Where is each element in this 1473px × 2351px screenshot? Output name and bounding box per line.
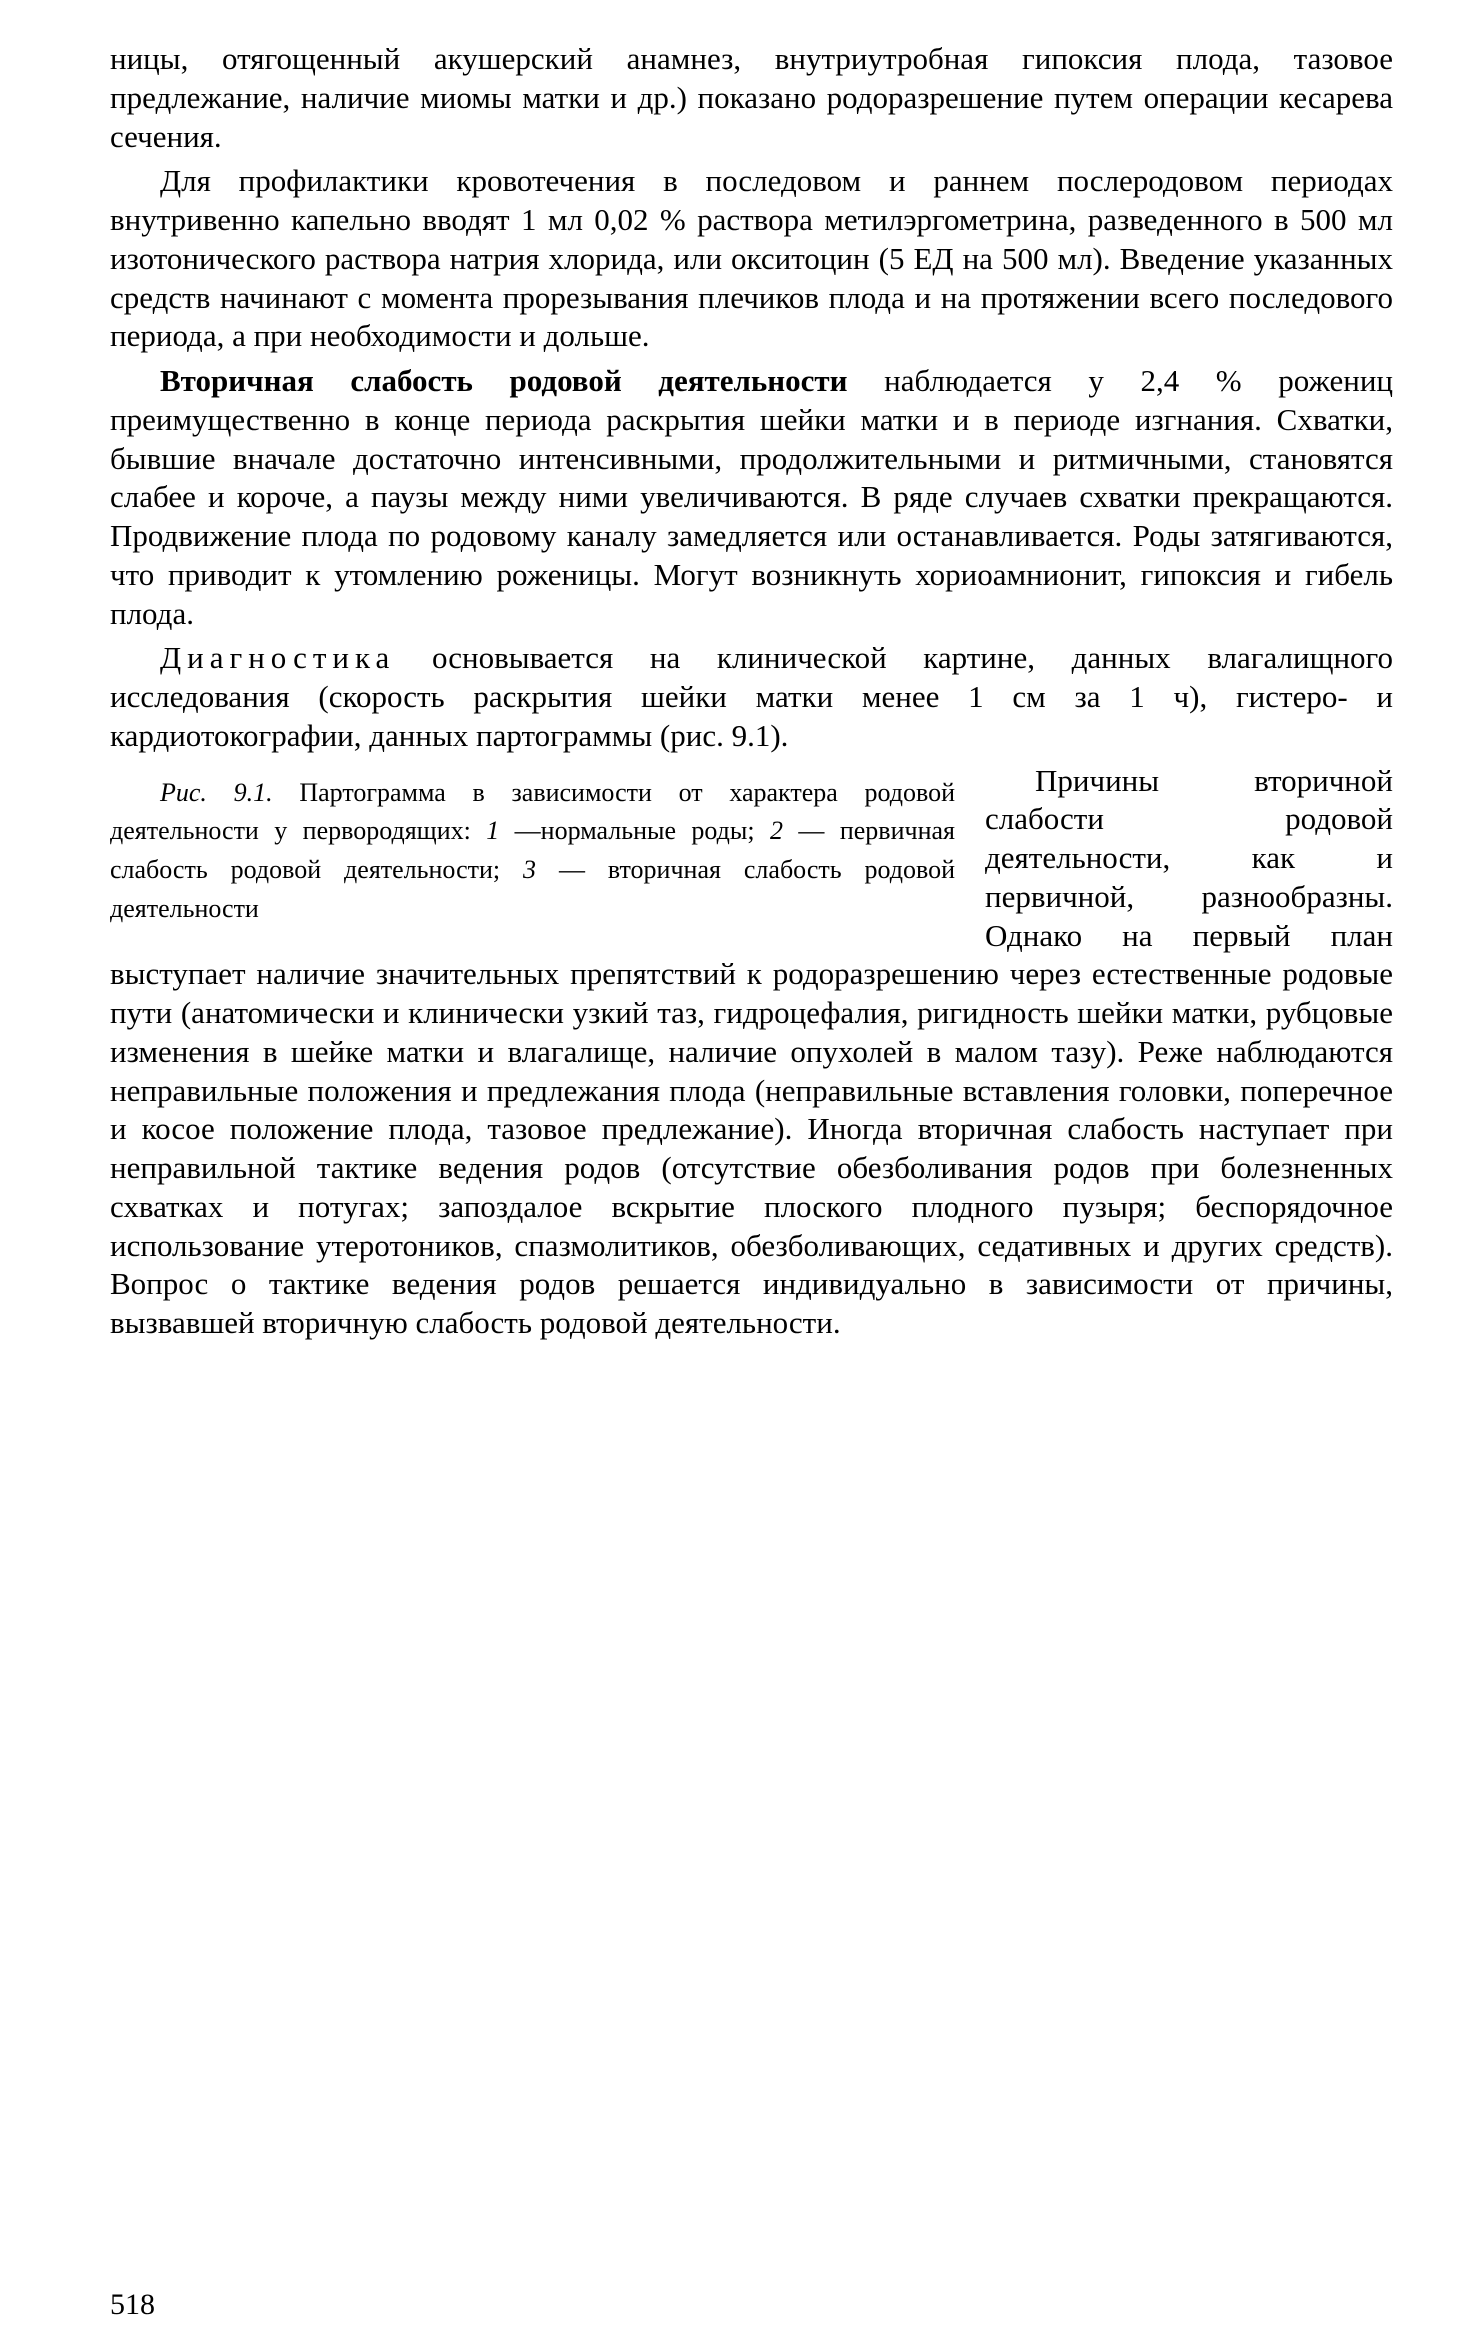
paragraph-3: Вторичная слабость родовой деятельности … xyxy=(110,362,1393,633)
paragraph-4: Диагностика основывается на клинической … xyxy=(110,639,1393,755)
paragraph-1: ницы, отягощенный акушерский анамнез, вн… xyxy=(110,40,1393,156)
legend-1-num: 1 xyxy=(486,816,499,845)
legend-2-num: 2 xyxy=(770,816,783,845)
page: ницы, отягощенный акушерский анамнез, вн… xyxy=(0,0,1473,2351)
paragraph-3-rest: наблюдается у 2,4 % рожениц преимуществе… xyxy=(110,363,1393,631)
figure-9-1: 0123456789101234567891011121314151617Рас… xyxy=(110,772,955,927)
paragraph-4-lead: Диагностика xyxy=(160,640,395,675)
page-number: 518 xyxy=(110,2286,155,2324)
figure-caption: Рис. 9.1. Партограмма в зависимости от х… xyxy=(110,778,955,923)
paragraph-2: Для профилактики кровотечения в последов… xyxy=(110,162,1393,356)
paragraph-3-lead: Вторичная слабость родовой деятельности xyxy=(160,363,848,398)
legend-3-num: 3 xyxy=(523,855,536,884)
legend-1-txt: —нормальные роды; xyxy=(499,816,770,845)
figure-caption-label: Рис. 9.1. xyxy=(160,778,273,807)
paragraph-5: 0123456789101234567891011121314151617Рас… xyxy=(110,762,1393,1343)
